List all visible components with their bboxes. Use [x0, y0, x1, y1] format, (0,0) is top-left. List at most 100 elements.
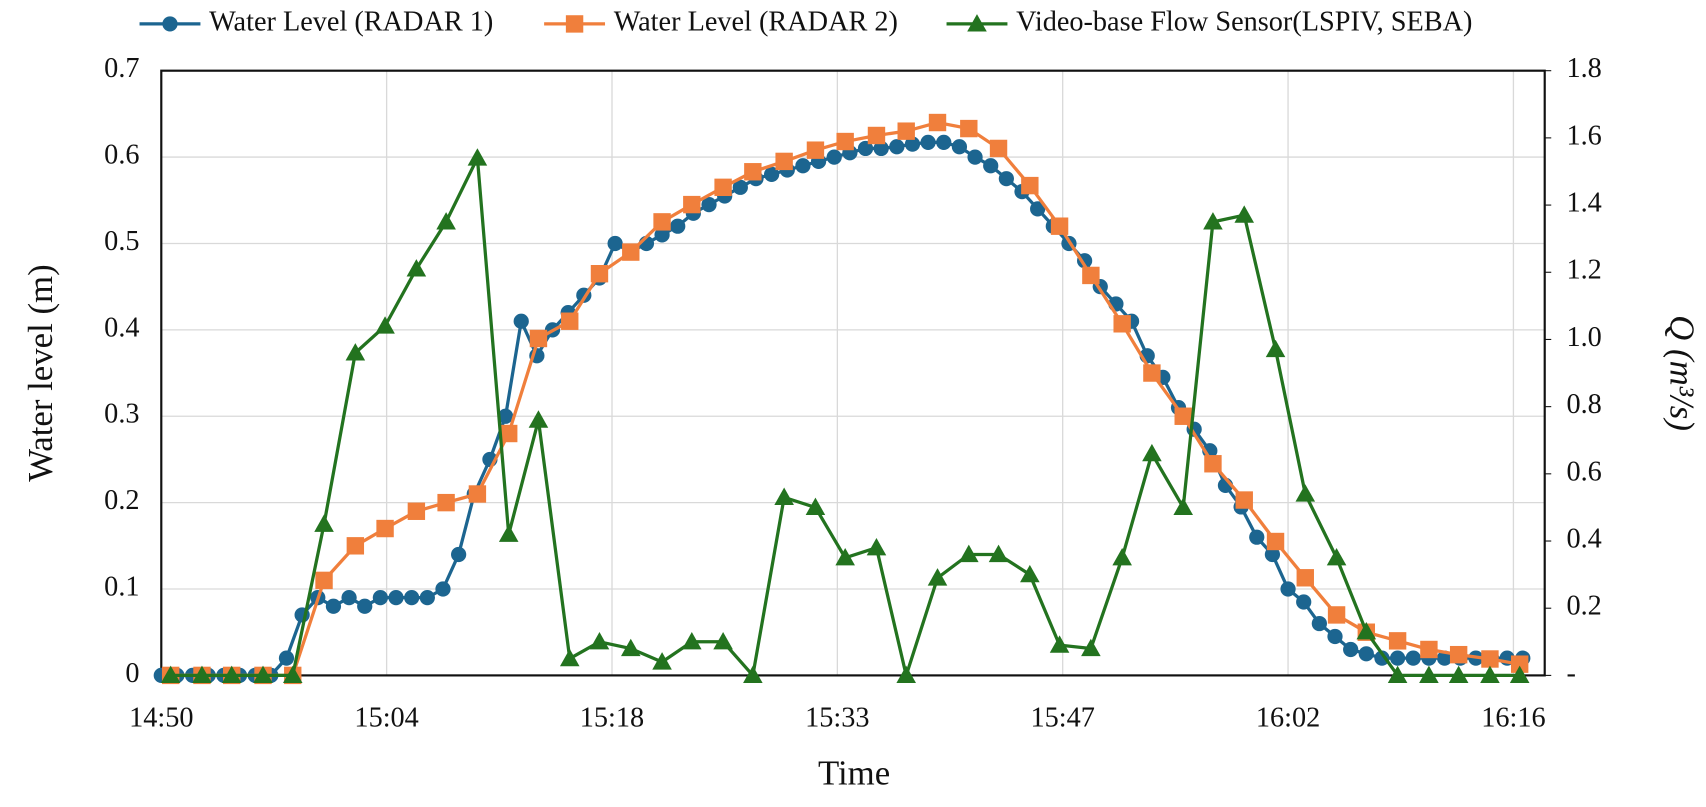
marker — [682, 632, 702, 650]
marker — [835, 548, 855, 566]
marker — [1296, 569, 1314, 587]
marker — [1420, 640, 1438, 659]
x-tick-label: 15:04 — [354, 702, 418, 733]
marker — [341, 590, 357, 606]
marker — [1174, 407, 1192, 425]
marker — [1295, 484, 1316, 502]
marker — [866, 537, 887, 556]
marker — [1264, 546, 1281, 563]
marker — [989, 139, 1008, 158]
marker — [1143, 364, 1161, 382]
marker — [407, 502, 426, 520]
x-tick-label: 14:50 — [129, 702, 193, 733]
marker — [528, 410, 549, 428]
marker — [1327, 606, 1346, 624]
y2-tick-label: 0.6 — [1566, 456, 1601, 487]
marker — [1387, 665, 1408, 684]
marker — [889, 139, 905, 155]
marker — [622, 243, 640, 261]
marker — [967, 149, 983, 165]
y-tick-label: 0 — [125, 658, 139, 689]
marker — [1050, 217, 1069, 235]
marker — [1405, 650, 1421, 666]
marker — [670, 218, 686, 234]
marker — [1449, 645, 1468, 664]
marker — [1389, 650, 1406, 666]
y-tick-label: 0.1 — [104, 571, 139, 602]
marker — [1249, 529, 1265, 545]
x-tick-label: 16:16 — [1481, 702, 1545, 733]
marker — [607, 235, 623, 252]
marker — [1327, 628, 1343, 645]
marker — [315, 571, 333, 590]
marker — [795, 158, 811, 174]
marker — [920, 134, 936, 151]
marker — [435, 581, 451, 597]
marker — [826, 149, 842, 165]
marker — [960, 119, 978, 138]
marker — [897, 122, 915, 140]
y2-tick-label: 0.8 — [1566, 389, 1601, 420]
marker — [1204, 455, 1222, 473]
marker — [375, 316, 395, 334]
y-tick-label: 0.5 — [104, 226, 139, 257]
marker — [654, 227, 670, 243]
series-line — [170, 120, 1520, 678]
marker — [764, 166, 780, 182]
legend-item: Water Level (RADAR 1) — [139, 6, 493, 37]
marker — [1142, 443, 1162, 462]
y-axis-title: Water level (m) — [21, 264, 60, 481]
marker — [936, 134, 952, 151]
x-tick-label: 15:47 — [1031, 702, 1095, 733]
x-tick-label: 15:18 — [580, 702, 644, 733]
marker — [1280, 581, 1296, 597]
legend-item: Video-base Flow Sensor(LSPIV, SEBA) — [946, 6, 1472, 37]
marker — [998, 171, 1014, 187]
marker — [857, 140, 874, 157]
marker — [775, 152, 793, 171]
y2-tick-label: 1.8 — [1566, 53, 1601, 84]
marker — [404, 590, 420, 606]
marker — [345, 343, 366, 361]
marker — [192, 665, 212, 684]
legend-label: Water Level (RADAR 1) — [209, 6, 493, 37]
marker — [1448, 665, 1469, 684]
y-tick-label: 0.7 — [104, 53, 139, 84]
marker — [559, 648, 580, 667]
marker — [498, 524, 519, 542]
marker — [988, 544, 1009, 563]
marker — [959, 544, 979, 563]
marker — [589, 632, 610, 650]
marker — [1343, 641, 1359, 658]
marker — [620, 638, 641, 657]
marker — [346, 537, 365, 555]
marker — [896, 665, 916, 684]
marker — [904, 136, 921, 152]
marker — [1021, 176, 1039, 195]
marker — [325, 598, 342, 614]
marker — [873, 140, 889, 157]
marker — [467, 148, 488, 166]
y-tick-label: 0.3 — [104, 399, 139, 430]
marker — [836, 132, 854, 151]
y2-axis-title: Q (m³/s) — [1663, 315, 1702, 431]
y2-tick-label: - — [1566, 658, 1575, 689]
series-line — [161, 140, 1523, 678]
marker — [1020, 564, 1040, 583]
marker — [1481, 650, 1499, 668]
marker — [1265, 339, 1286, 358]
marker — [774, 487, 794, 505]
marker — [1112, 548, 1132, 566]
marker — [468, 485, 487, 503]
marker — [744, 163, 762, 181]
marker — [1049, 635, 1070, 653]
marker — [927, 568, 948, 586]
x-axis-title: Time — [818, 754, 890, 793]
marker — [1203, 212, 1223, 230]
legend-item: Water Level (RADAR 2) — [544, 6, 898, 37]
marker — [1235, 491, 1253, 509]
y-tick-label: 0.2 — [104, 485, 139, 516]
marker — [1082, 266, 1100, 285]
marker — [1356, 621, 1377, 640]
marker — [1374, 650, 1390, 666]
